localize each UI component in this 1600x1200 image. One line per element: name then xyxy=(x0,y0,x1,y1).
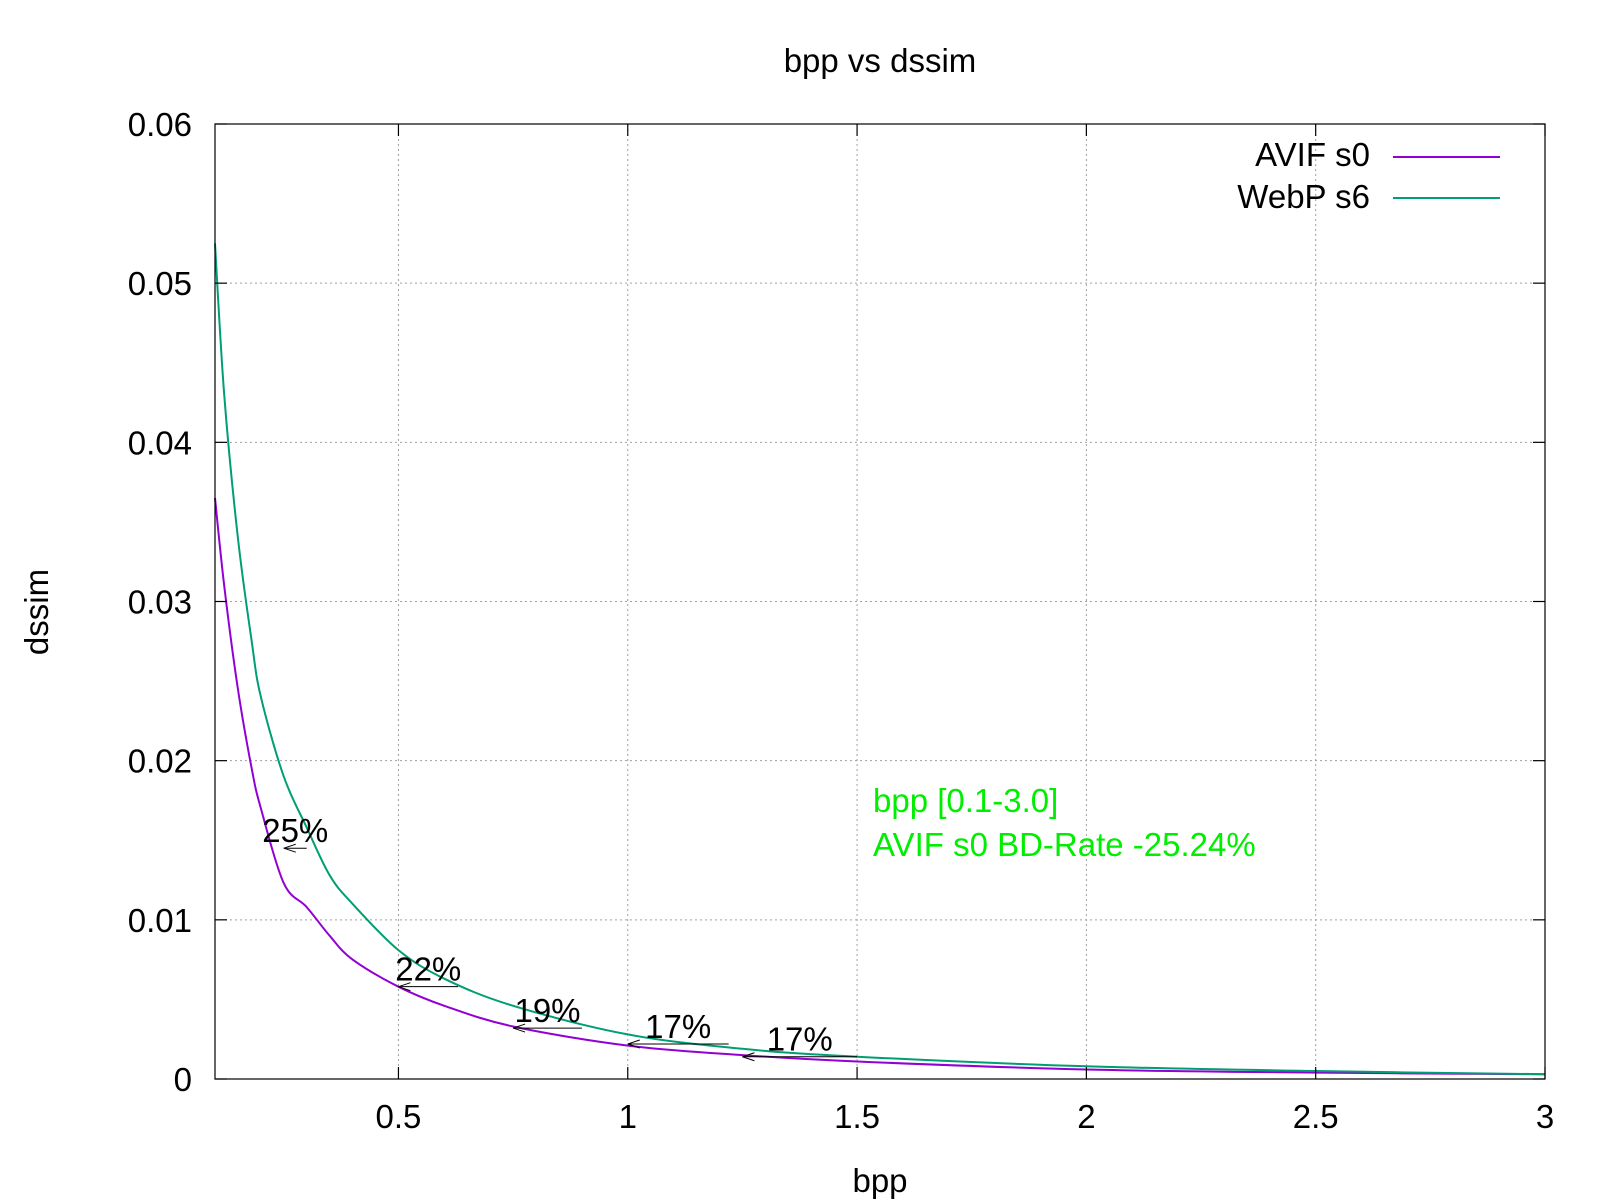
delta-label: 17% xyxy=(645,1008,711,1045)
x-tick-label: 3 xyxy=(1536,1098,1554,1135)
chart-title: bpp vs dssim xyxy=(784,42,977,79)
y-tick-label: 0.05 xyxy=(128,265,192,302)
x-tick-label: 2.5 xyxy=(1293,1098,1339,1135)
y-tick-label: 0.06 xyxy=(128,106,192,143)
delta-label: 22% xyxy=(395,951,461,988)
y-tick-label: 0.04 xyxy=(128,424,192,461)
note-range: bpp [0.1-3.0] xyxy=(873,782,1058,819)
y-tick-label: 0.03 xyxy=(128,584,192,621)
x-axis-label: bpp xyxy=(852,1162,907,1199)
grid-lines xyxy=(215,124,1545,1079)
delta-arrow-head xyxy=(283,843,296,853)
legend: AVIF s0 WebP s6 xyxy=(1237,136,1500,215)
axis-ticks: 0 0.01 0.02 0.03 0.04 0.05 0.06 0.5 1 1.5 2 2.5 3 xyxy=(128,106,1554,1135)
bd-rate-note: bpp [0.1-3.0] AVIF s0 BD-Rate -25.24% xyxy=(873,782,1256,863)
legend-label-webp: WebP s6 xyxy=(1237,178,1370,215)
legend-label-avif: AVIF s0 xyxy=(1255,136,1370,173)
y-tick-label: 0 xyxy=(174,1061,192,1098)
delta-arrow-head xyxy=(742,1052,755,1062)
delta-arrow-head xyxy=(512,1023,526,1033)
y-tick-label: 0.01 xyxy=(128,902,192,939)
y-axis-label: dssim xyxy=(18,569,55,655)
delta-arrow-head xyxy=(627,1039,640,1049)
y-tick-label: 0.02 xyxy=(128,743,192,780)
delta-label: 19% xyxy=(514,992,580,1029)
x-tick-label: 1.5 xyxy=(834,1098,880,1135)
delta-label: 25% xyxy=(262,812,328,849)
delta-label: 17% xyxy=(767,1021,833,1058)
delta-arrow-head xyxy=(398,982,411,992)
x-tick-label: 0.5 xyxy=(376,1098,422,1135)
x-tick-label: 2 xyxy=(1077,1098,1095,1135)
note-bd-rate: AVIF s0 BD-Rate -25.24% xyxy=(873,826,1256,863)
x-tick-label: 1 xyxy=(619,1098,637,1135)
series-lines xyxy=(214,243,1546,1076)
series-line-webp xyxy=(214,243,1546,1076)
annotations: 25% 22% 19% 17% 17% xyxy=(262,812,858,1062)
